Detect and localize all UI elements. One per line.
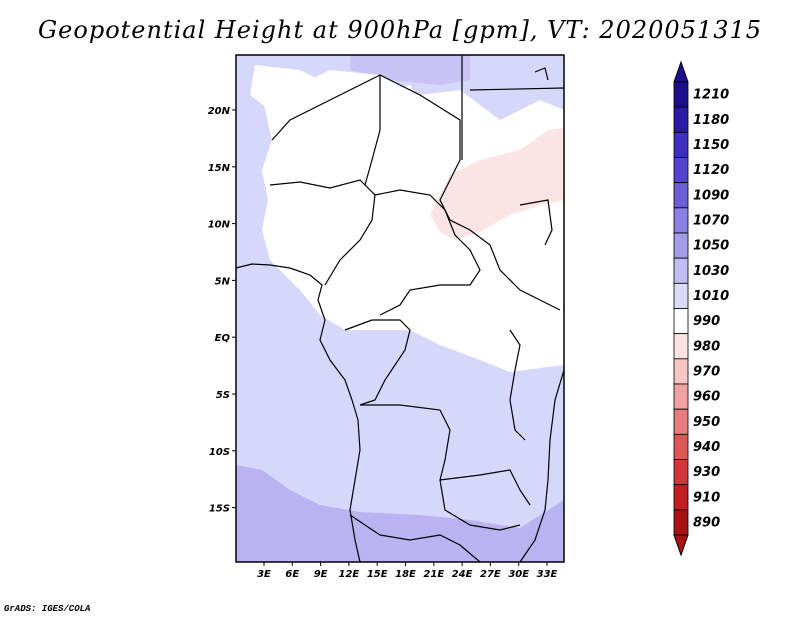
- lon-tick-label: 24E: [452, 569, 473, 580]
- border-5: [360, 404, 521, 531]
- lon-tick-label: 33E: [537, 569, 558, 580]
- coastline-west: [235, 263, 361, 563]
- lon-tick-label: 21E: [423, 569, 444, 580]
- colorbar-swatch: [673, 207, 689, 234]
- field-white-land: [262, 70, 564, 372]
- lon-tick-label: 9E: [314, 569, 328, 580]
- colorbar-label: 970: [693, 364, 720, 379]
- border-11: [519, 199, 553, 246]
- lon-tick-label: 30E: [508, 569, 529, 580]
- colorbar-label: 910: [693, 490, 720, 505]
- lon-tick-label: 6E: [285, 569, 299, 580]
- colorbar-swatch: [673, 408, 689, 435]
- lon-tick-label: 15E: [367, 569, 388, 580]
- footer-credit: GrADS: IGES/COLA: [4, 604, 91, 614]
- colorbar-label: 1120: [693, 163, 729, 178]
- colorbar-swatch: [673, 484, 689, 511]
- map-field: [236, 55, 564, 562]
- colorbar-label: 1010: [693, 289, 729, 304]
- colorbar-label: 1180: [693, 113, 729, 128]
- border-6: [439, 469, 531, 506]
- lon-tick-label: 27E: [480, 569, 501, 580]
- map-boundaries: [235, 55, 565, 563]
- lat-tick-label: 20N: [208, 106, 231, 117]
- lat-tick-label: 15N: [208, 163, 231, 174]
- map-frame: [235, 54, 565, 563]
- border-3: [374, 189, 481, 316]
- colorbar: 1210 1180 1150 1120 1090 1070 1050 1030 1010 990 9…: [673, 60, 729, 557]
- coastline-east: [519, 369, 565, 563]
- lat-tick-label: 10N: [208, 220, 231, 231]
- border-1: [271, 74, 561, 311]
- lat-tick-label: 15S: [209, 504, 230, 515]
- colorbar-swatch: [673, 182, 689, 209]
- colorbar-swatch: [673, 358, 689, 385]
- lon-tick-label: 18E: [395, 569, 416, 580]
- colorbar-label: 1090: [693, 188, 729, 203]
- colorbar-label: 930: [693, 465, 720, 480]
- colorbar-label: 960: [693, 390, 720, 405]
- lat-tick-label: 10S: [209, 447, 230, 458]
- border-10: [349, 514, 481, 563]
- colorbar-swatch: [673, 131, 689, 158]
- lon-tick-label: 3E: [257, 569, 271, 580]
- colorbar-swatch: [673, 333, 689, 360]
- field-white-nw: [250, 65, 320, 110]
- colorbar-label: 950: [693, 415, 720, 430]
- colorbar-label: 890: [693, 515, 720, 530]
- coast-red-sea: [534, 67, 549, 81]
- colorbar-swatch: [673, 459, 689, 486]
- colorbar-top-arrow: [673, 60, 689, 83]
- colorbar-label: 1050: [693, 239, 729, 254]
- colorbar-swatch: [673, 509, 689, 536]
- colorbar-swatch: [673, 433, 689, 460]
- colorbar-label: 980: [693, 339, 720, 354]
- colorbar-swatch: [673, 383, 689, 410]
- colorbar-label: 1210: [693, 88, 729, 103]
- colorbar-label: 1150: [693, 138, 729, 153]
- lat-tick-label: EQ: [215, 333, 231, 344]
- field-south-dark: [236, 465, 564, 562]
- lake-line: [509, 329, 526, 441]
- colorbar-swatch: [673, 81, 689, 108]
- colorbar-label: 1070: [693, 213, 729, 228]
- colorbar-label: 940: [693, 440, 720, 455]
- lon-tick-label: 12E: [339, 569, 360, 580]
- colorbar-swatch: [673, 257, 689, 284]
- colorbar-swatch: [673, 282, 689, 309]
- colorbar-swatch: [673, 157, 689, 184]
- lat-tick-group: 20N 15N 10N 5N EQ 5S 10S 15S: [208, 106, 236, 515]
- border-7: [364, 75, 381, 186]
- colorbar-swatch: [673, 232, 689, 259]
- colorbar-swatch: [673, 106, 689, 133]
- lon-tick-group: 3E 6E 9E 12E 15E 18E 21E 24E 27E 30E 33E: [257, 562, 558, 580]
- map-title: Geopotential Height at 900hPa [gpm], VT:…: [38, 16, 762, 44]
- border-9: [469, 87, 565, 91]
- colorbar-bottom-arrow: [673, 534, 689, 557]
- colorbar-label: 990: [693, 314, 720, 329]
- colorbar-label: 1030: [693, 264, 729, 279]
- lat-tick-label: 5N: [215, 276, 231, 287]
- field-pink: [430, 128, 564, 240]
- colorbar-swatch: [673, 308, 689, 335]
- lat-tick-label: 5S: [216, 390, 230, 401]
- border-4: [344, 319, 411, 406]
